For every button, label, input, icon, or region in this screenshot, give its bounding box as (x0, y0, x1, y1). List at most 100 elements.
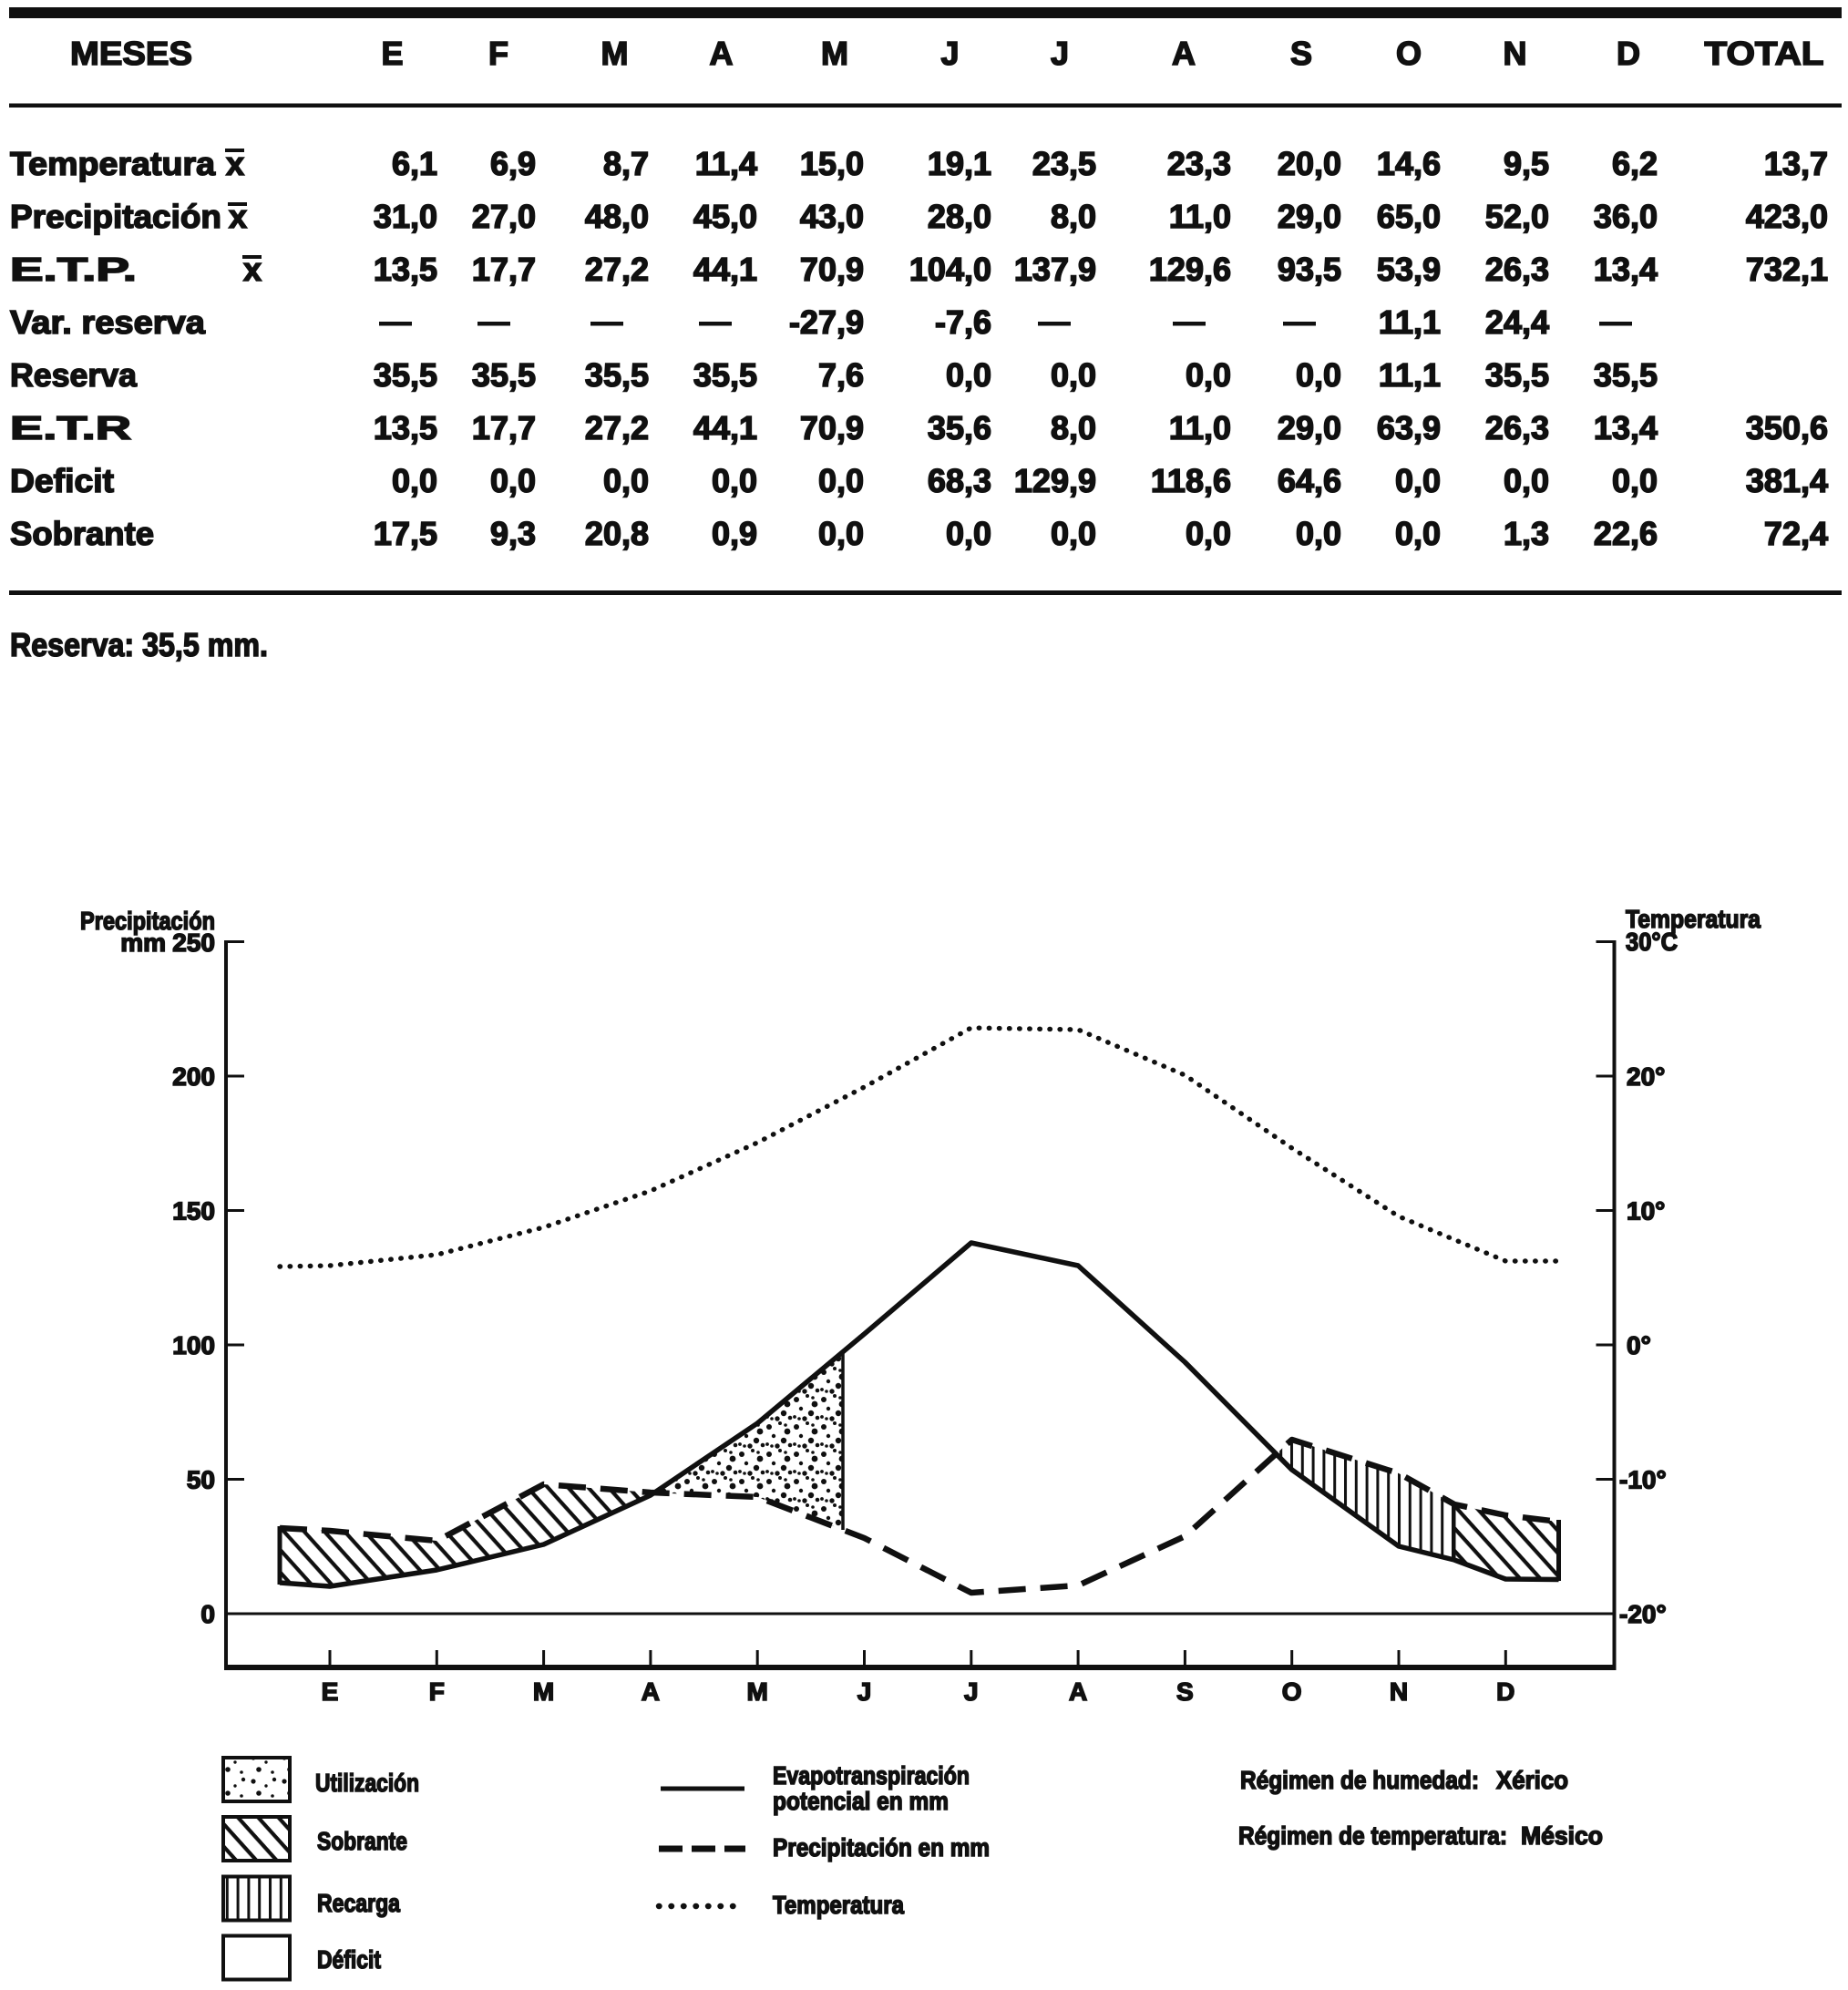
svg-text:J: J (857, 1677, 872, 1706)
svg-text:10°: 10° (1627, 1197, 1665, 1226)
svg-text:29,0: 29,0 (1278, 198, 1341, 235)
svg-text:S: S (1176, 1677, 1194, 1706)
svg-text:Temperatura: Temperatura (1626, 905, 1761, 933)
svg-text:35,5: 35,5 (472, 356, 536, 394)
svg-text:200: 200 (172, 1062, 215, 1091)
svg-text:mm: mm (120, 928, 166, 957)
svg-text:24,4: 24,4 (1485, 303, 1549, 341)
svg-text:13,7: 13,7 (1764, 145, 1828, 182)
svg-text:A: A (642, 1677, 660, 1706)
svg-text:J: J (964, 1677, 979, 1706)
svg-text:M: M (533, 1677, 554, 1706)
svg-text:13,4: 13,4 (1594, 409, 1658, 446)
svg-text:J: J (940, 35, 959, 72)
svg-text:Utilización: Utilización (315, 1769, 419, 1797)
svg-text:8,7: 8,7 (603, 145, 649, 182)
svg-text:0,9: 0,9 (712, 515, 757, 552)
svg-text:70,9: 70,9 (800, 251, 864, 288)
svg-text:29,0: 29,0 (1278, 409, 1341, 446)
svg-text:250: 250 (172, 928, 215, 957)
svg-text:23,5: 23,5 (1032, 145, 1096, 182)
svg-text:27,0: 27,0 (472, 198, 536, 235)
svg-text:potencial en mm: potencial en mm (773, 1787, 949, 1815)
svg-text:48,0: 48,0 (585, 198, 649, 235)
svg-text:36,0: 36,0 (1594, 198, 1658, 235)
svg-text:17,5: 17,5 (374, 515, 437, 552)
svg-text:A: A (1069, 1677, 1087, 1706)
svg-text:26,3: 26,3 (1485, 251, 1549, 288)
svg-text:Precipitación en mm: Precipitación en mm (773, 1833, 990, 1862)
svg-text:53,9: 53,9 (1377, 251, 1441, 288)
svg-text:104,0: 104,0 (909, 251, 991, 288)
svg-text:E: E (381, 35, 403, 72)
svg-text:35,5: 35,5 (585, 356, 649, 394)
svg-text:732,1: 732,1 (1746, 251, 1828, 288)
svg-text:0,0: 0,0 (1395, 515, 1441, 552)
svg-text:118,6: 118,6 (1151, 462, 1231, 499)
svg-text:22,6: 22,6 (1594, 515, 1658, 552)
svg-text:63,9: 63,9 (1377, 409, 1441, 446)
svg-text:x: x (226, 145, 244, 182)
svg-text:129,6: 129,6 (1149, 251, 1231, 288)
svg-text:129,9: 129,9 (1014, 462, 1096, 499)
svg-text:11,4: 11,4 (695, 145, 757, 182)
svg-text:23,3: 23,3 (1167, 145, 1231, 182)
svg-text:1,3: 1,3 (1504, 515, 1549, 552)
svg-text:Reserva: 35,5 mm.: Reserva: 35,5 mm. (10, 626, 268, 663)
svg-text:6,1: 6,1 (392, 145, 437, 182)
svg-text:8,0: 8,0 (1051, 198, 1096, 235)
svg-text:35,5: 35,5 (1594, 356, 1658, 394)
svg-text:Temperatura: Temperatura (10, 145, 216, 182)
svg-text:9,5: 9,5 (1504, 145, 1549, 182)
svg-text:x: x (243, 251, 262, 288)
svg-text:-7,6: -7,6 (935, 303, 991, 341)
svg-text:35,5: 35,5 (374, 356, 437, 394)
svg-text:Recarga: Recarga (317, 1889, 400, 1917)
svg-text:N: N (1504, 35, 1527, 72)
svg-text:0°: 0° (1627, 1331, 1651, 1359)
svg-text:13,5: 13,5 (374, 251, 437, 288)
svg-text:M: M (747, 1677, 768, 1706)
svg-text:E.T.R: E.T.R (10, 409, 131, 446)
svg-text:0,0: 0,0 (603, 462, 649, 499)
svg-text:A: A (710, 35, 734, 72)
svg-text:30°C: 30°C (1626, 928, 1678, 956)
svg-text:31,0: 31,0 (374, 198, 437, 235)
svg-text:19,1: 19,1 (928, 145, 991, 182)
svg-text:Temperatura: Temperatura (773, 1891, 904, 1919)
svg-text:0,0: 0,0 (1395, 462, 1441, 499)
svg-text:0,0: 0,0 (712, 462, 757, 499)
svg-text:52,0: 52,0 (1485, 198, 1549, 235)
svg-text:Var. reserva: Var. reserva (10, 303, 206, 341)
svg-text:0,0: 0,0 (1186, 356, 1231, 394)
svg-text:Deficit: Deficit (10, 462, 114, 499)
svg-text:43,0: 43,0 (800, 198, 864, 235)
svg-text:27,2: 27,2 (585, 409, 649, 446)
svg-text:6,2: 6,2 (1612, 145, 1658, 182)
svg-text:Sobrante: Sobrante (317, 1827, 407, 1855)
svg-text:0,0: 0,0 (1504, 462, 1549, 499)
svg-text:44,1: 44,1 (693, 251, 757, 288)
svg-text:0,0: 0,0 (946, 515, 991, 552)
svg-text:11,1: 11,1 (1379, 356, 1441, 394)
svg-text:13,4: 13,4 (1594, 251, 1658, 288)
svg-text:27,2: 27,2 (585, 251, 649, 288)
svg-text:11,0: 11,0 (1169, 198, 1231, 235)
svg-text:A: A (1172, 35, 1196, 72)
svg-text:J: J (1051, 35, 1069, 72)
svg-text:35,6: 35,6 (928, 409, 991, 446)
svg-text:423,0: 423,0 (1746, 198, 1828, 235)
svg-text:MESES: MESES (70, 35, 192, 72)
svg-text:0,0: 0,0 (1296, 356, 1341, 394)
svg-text:0,0: 0,0 (946, 356, 991, 394)
svg-text:20,0: 20,0 (1278, 145, 1341, 182)
svg-text:381,4: 381,4 (1746, 462, 1828, 499)
svg-text:Régimen de temperatura:: Régimen de temperatura: (1238, 1821, 1507, 1850)
svg-text:93,5: 93,5 (1278, 251, 1341, 288)
svg-text:0,0: 0,0 (818, 515, 864, 552)
svg-text:0,0: 0,0 (490, 462, 536, 499)
svg-text:137,9: 137,9 (1014, 251, 1096, 288)
svg-text:11,1: 11,1 (1379, 303, 1441, 341)
svg-text:26,3: 26,3 (1485, 409, 1549, 446)
svg-text:28,0: 28,0 (928, 198, 991, 235)
